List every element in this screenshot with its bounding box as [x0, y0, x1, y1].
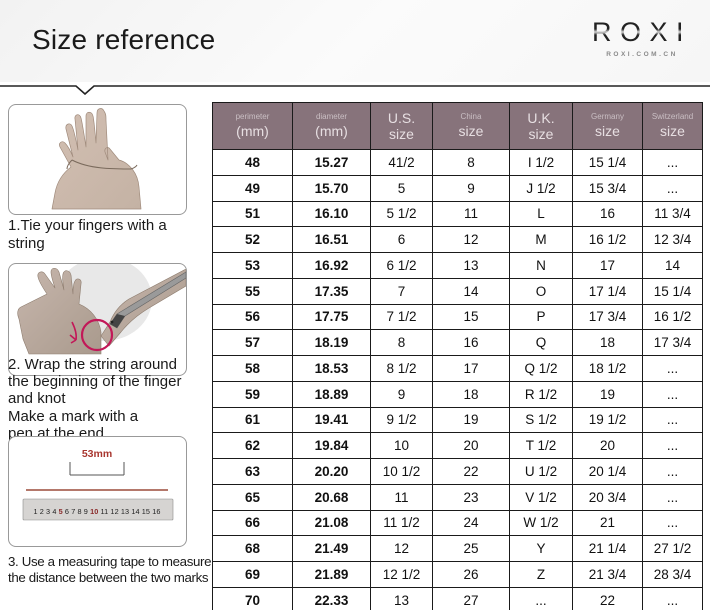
svg-text:53mm: 53mm [82, 448, 112, 460]
svg-text:1 2 3 4 5 6 7 8 9 10 11 12 13: 1 2 3 4 5 6 7 8 9 10 11 12 13 14 15 16 [33, 507, 160, 516]
svg-text:ROXI: ROXI [592, 17, 692, 47]
